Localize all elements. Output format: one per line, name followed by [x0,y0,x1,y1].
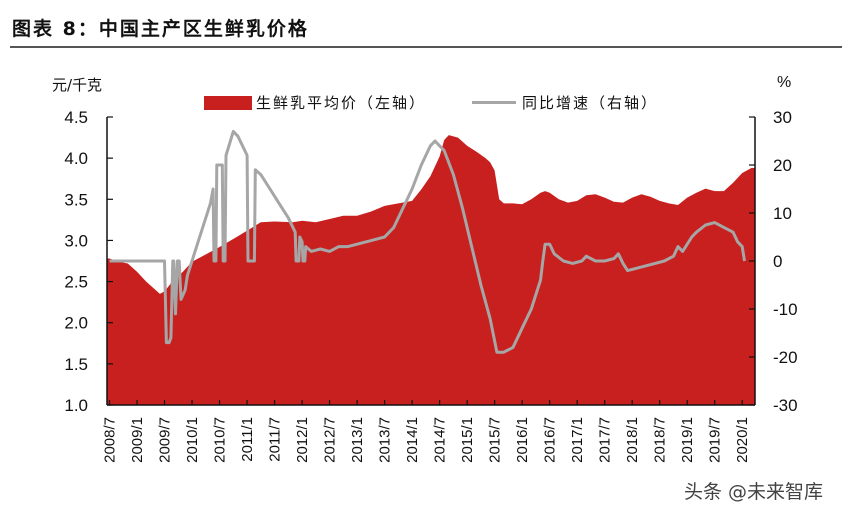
svg-text:2.0: 2.0 [64,314,88,333]
svg-text:2014/7: 2014/7 [432,417,449,463]
svg-text:2012/7: 2012/7 [322,417,339,463]
svg-text:2009/1: 2009/1 [129,417,146,463]
svg-text:-10: -10 [773,300,798,319]
svg-text:4.5: 4.5 [64,108,88,127]
svg-text:2017/1: 2017/1 [569,417,586,463]
svg-text:2017/7: 2017/7 [597,417,614,463]
legend-line-swatch [472,101,517,104]
svg-text:2018/7: 2018/7 [652,417,669,463]
legend-area-label: 生鲜乳平均价（左轴） [256,94,427,112]
right-axis-unit: % [777,74,792,91]
svg-text:2008/7: 2008/7 [102,417,119,463]
svg-text:2015/7: 2015/7 [487,417,504,463]
left-axis-unit: 元/千克 [52,76,103,94]
svg-text:-20: -20 [773,348,798,367]
left-y-axis-ticks: 4.5 4.0 3.5 3.0 2.5 2.0 1.5 1.0 [64,108,113,415]
svg-text:1.0: 1.0 [64,396,88,415]
price-area-series [107,135,755,405]
svg-text:2013/7: 2013/7 [377,417,394,463]
svg-text:2016/1: 2016/1 [514,417,531,463]
svg-text:2019/1: 2019/1 [679,417,696,463]
svg-text:3.0: 3.0 [64,231,88,250]
svg-text:0: 0 [773,252,782,271]
svg-text:2018/1: 2018/1 [624,417,641,463]
svg-text:2011/7: 2011/7 [267,417,284,462]
svg-text:2020/1: 2020/1 [734,417,751,463]
svg-text:2015/1: 2015/1 [459,417,476,463]
svg-text:20: 20 [773,156,792,175]
svg-text:2.5: 2.5 [64,273,88,292]
right-y-axis-ticks: 30 20 10 0 -10 -20 -30 [749,108,798,415]
yoy-growth-line-series [109,129,746,354]
svg-text:2013/1: 2013/1 [349,417,366,463]
x-axis-ticks: 2008/7 2009/1 2009/7 2010/1 2010/7 2011/1 2011… [102,400,751,463]
svg-text:-30: -30 [773,396,798,415]
title-divider [10,46,842,48]
watermark: 头条 @未来智库 [684,481,824,503]
svg-text:10: 10 [773,204,792,223]
svg-text:4.0: 4.0 [64,149,88,168]
svg-text:2014/1: 2014/1 [404,417,421,463]
svg-text:2011/1: 2011/1 [239,417,256,462]
svg-text:2010/7: 2010/7 [212,417,229,463]
svg-text:2012/1: 2012/1 [294,417,311,463]
svg-text:2009/7: 2009/7 [157,417,174,463]
chart-legend: 生鲜乳平均价（左轴） 同比增速（右轴） [204,92,658,113]
svg-text:1.5: 1.5 [64,355,88,374]
legend-area-swatch [204,95,252,110]
svg-text:2010/1: 2010/1 [184,417,201,463]
svg-text:3.5: 3.5 [64,190,88,209]
figure-title: 图表 8：中国主产区生鲜乳价格 [12,18,309,40]
svg-text:2016/7: 2016/7 [542,417,559,463]
svg-text:2019/7: 2019/7 [707,417,724,463]
legend-line-label: 同比增速（右轴） [522,94,659,112]
svg-text:30: 30 [773,108,792,127]
